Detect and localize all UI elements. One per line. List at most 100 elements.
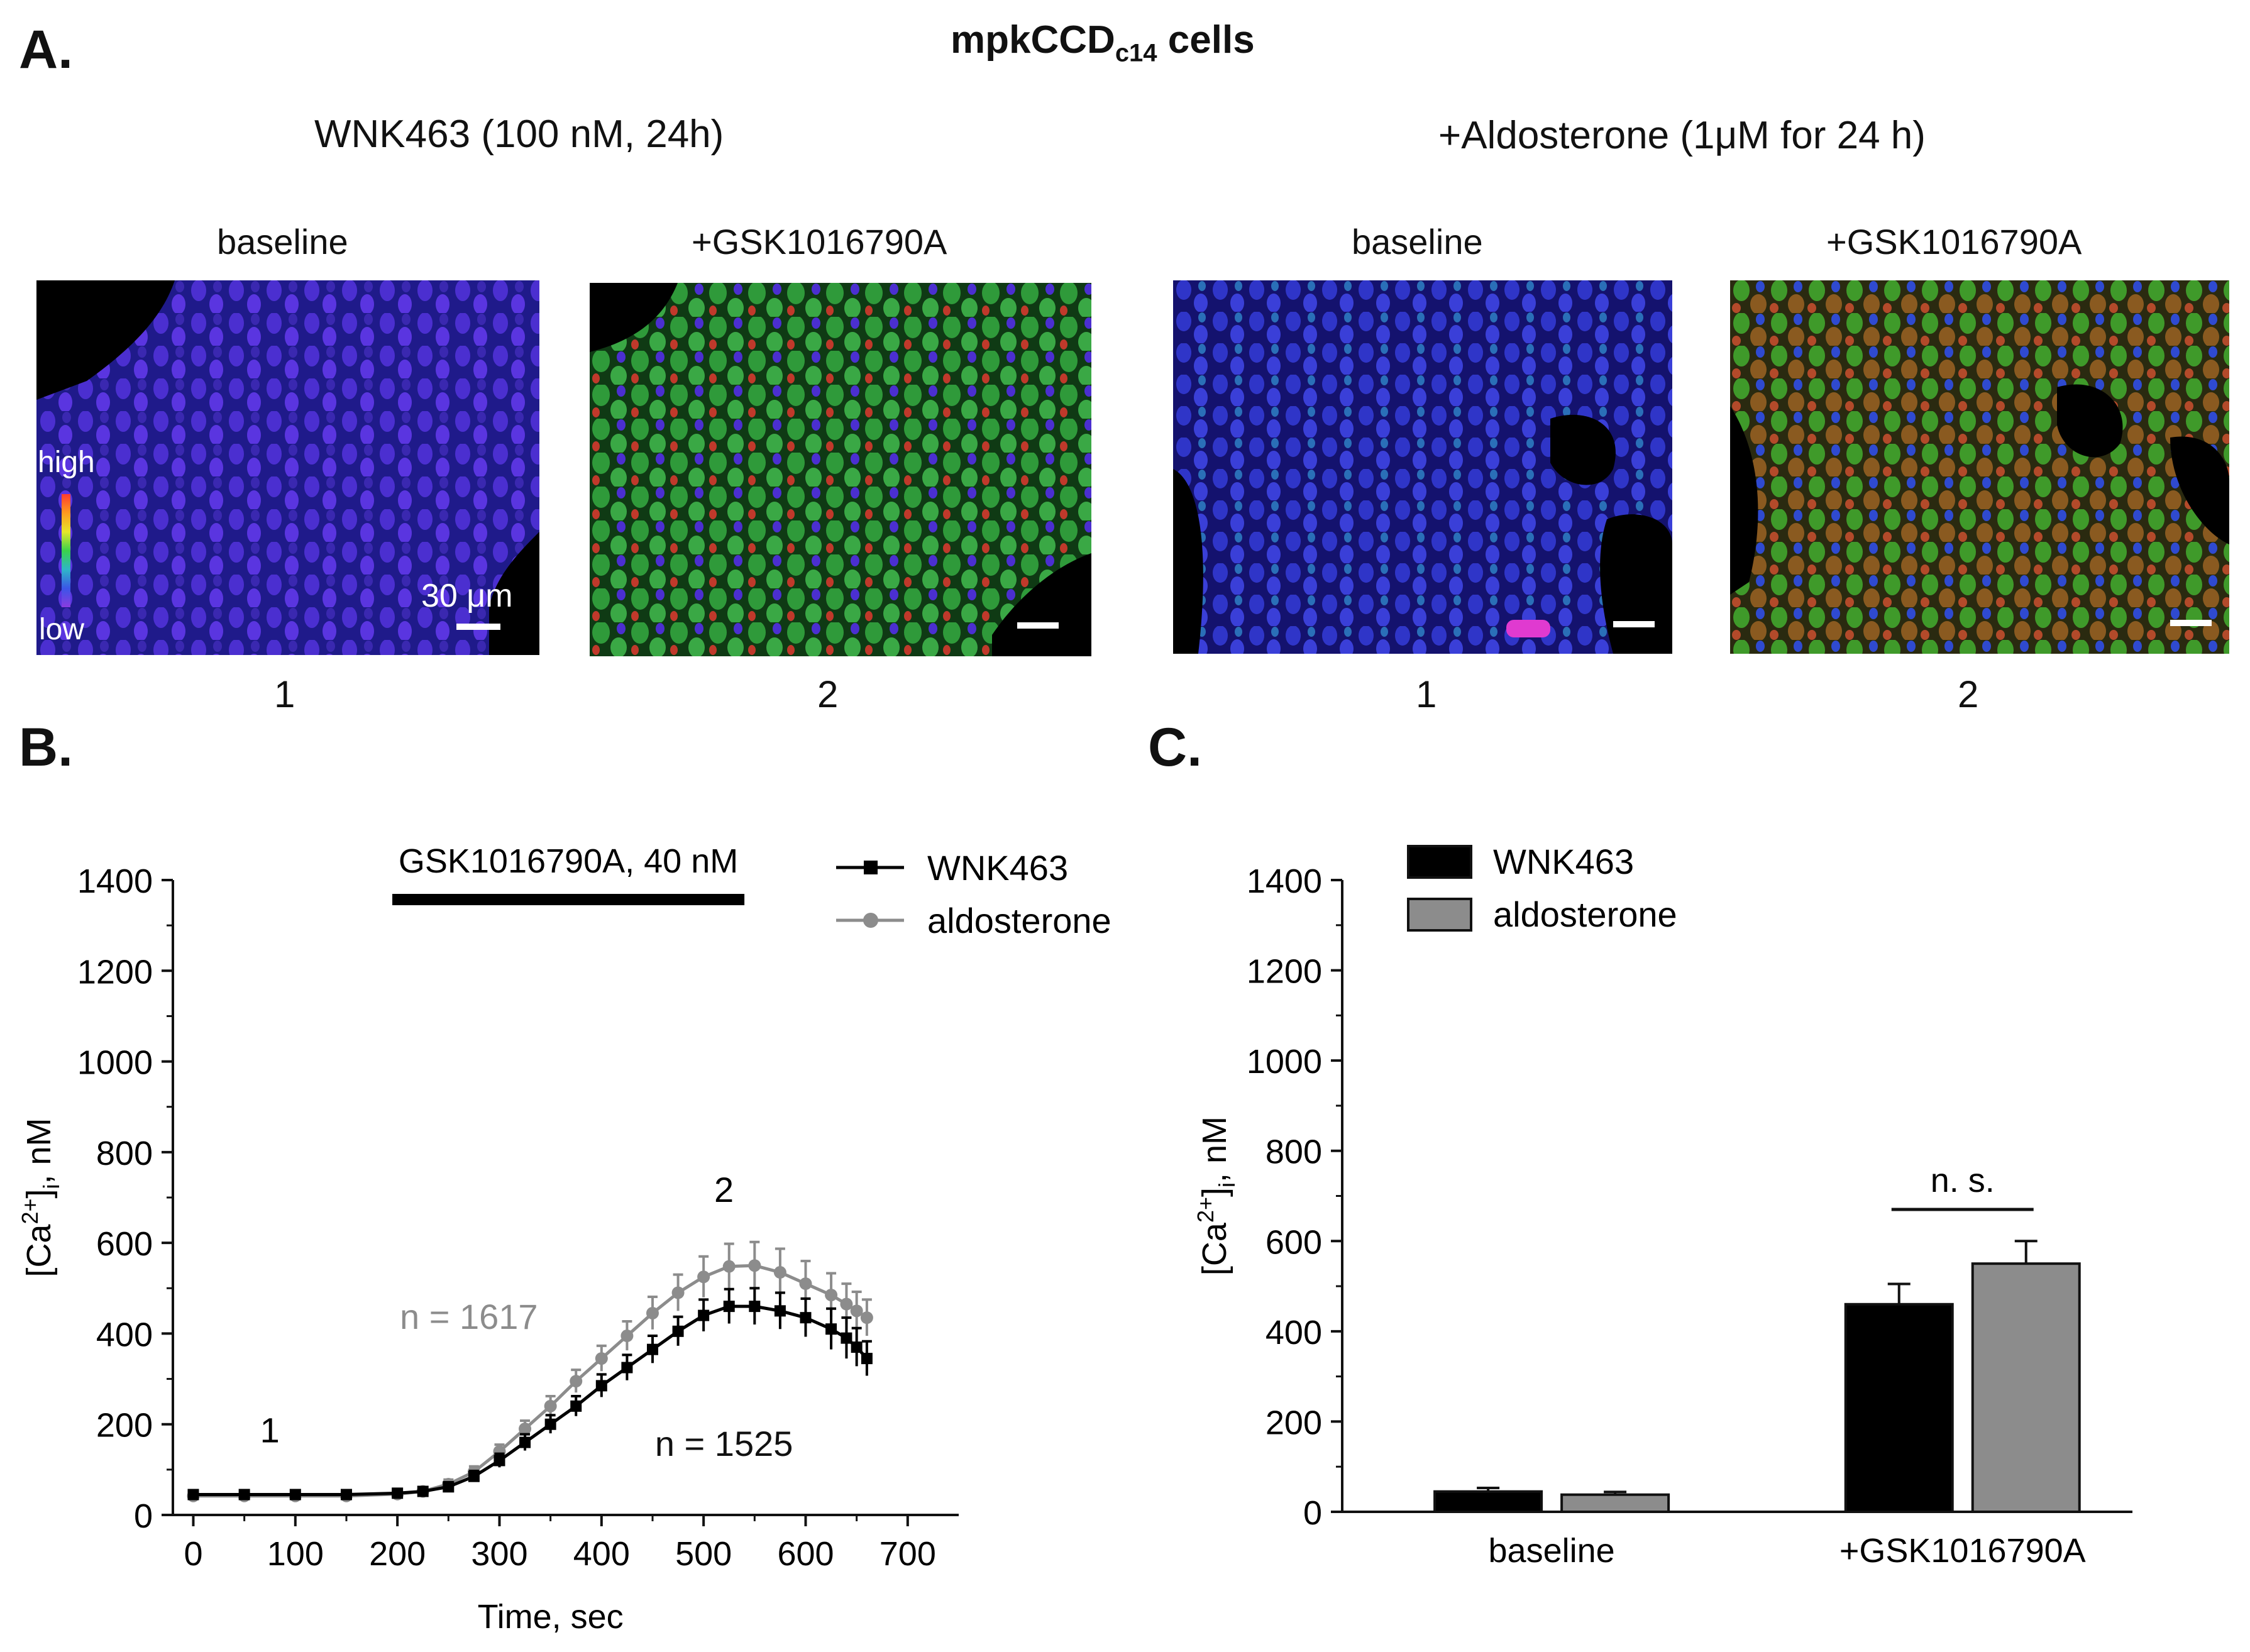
data-point xyxy=(697,1270,710,1284)
title-main: mpkCCD xyxy=(951,18,1115,62)
x-tick-label: 0 xyxy=(184,1535,202,1573)
n-label: n = 1617 xyxy=(400,1297,538,1336)
y-axis-label-part: [Ca xyxy=(20,1224,58,1277)
data-point xyxy=(187,1489,199,1501)
data-point xyxy=(749,1301,761,1313)
y-tick-label: 1400 xyxy=(77,862,153,900)
x-tick-label: 200 xyxy=(369,1535,426,1573)
condition-left-label: WNK463 (100 nM, 24h) xyxy=(314,113,724,156)
y-axis-label-part: ] xyxy=(1196,1187,1233,1197)
scale-bar xyxy=(456,624,500,630)
y-tick-label: 200 xyxy=(1266,1404,1322,1441)
data-point xyxy=(289,1489,301,1501)
data-point xyxy=(494,1455,505,1467)
colorbar-low-label: low xyxy=(39,613,85,646)
micrograph-wnk-baseline-image xyxy=(36,280,539,655)
y-tick-label: 0 xyxy=(134,1497,153,1535)
x-tick-label: 400 xyxy=(573,1535,630,1573)
y-axis-label-part: i xyxy=(1214,1182,1240,1187)
image-label-1: baseline xyxy=(217,222,348,262)
data-point xyxy=(773,1266,786,1279)
data-point xyxy=(621,1362,633,1374)
data-point xyxy=(238,1489,250,1501)
data-point xyxy=(825,1289,838,1302)
x-tick-label: 500 xyxy=(675,1535,732,1573)
time-point-annotation: 1 xyxy=(260,1411,280,1450)
legend-marker xyxy=(863,913,878,928)
y-axis-label-part: i xyxy=(38,1184,64,1189)
panel-c-letter: C. xyxy=(1148,717,1202,778)
y-axis-label-part: , nM xyxy=(1196,1116,1233,1182)
data-point xyxy=(443,1481,455,1493)
y-tick-label: 400 xyxy=(96,1316,153,1353)
data-point xyxy=(722,1260,736,1273)
bar xyxy=(1560,1493,1670,1514)
image-number-3: 1 xyxy=(1416,673,1437,715)
scale-bar xyxy=(2170,620,2212,626)
micrograph-aldo-baseline-image xyxy=(1173,280,1672,654)
legend-marker xyxy=(864,861,878,874)
y-axis-label-part: , nM xyxy=(20,1118,58,1184)
data-point xyxy=(800,1312,812,1324)
data-point xyxy=(861,1353,873,1365)
data-point xyxy=(417,1485,429,1497)
image-label-4: +GSK1016790A xyxy=(1826,222,2082,262)
scale-bar xyxy=(1017,622,1059,629)
stimulus-bar xyxy=(392,894,745,905)
time-point-annotation: 2 xyxy=(714,1170,734,1209)
y-axis-label: [Ca2+]i, nM xyxy=(1193,1116,1240,1275)
line-chart-panel-b: 0 200 400 600 800 1000 1200 1400 0 100 200 300 400 50… xyxy=(17,842,1111,1636)
data-point xyxy=(851,1341,863,1353)
y-tick-label: 1200 xyxy=(77,953,153,991)
data-point xyxy=(519,1422,532,1435)
micrograph-aldo-baseline xyxy=(1173,280,1672,654)
x-tick-label: 300 xyxy=(471,1535,527,1573)
data-point xyxy=(468,1470,480,1482)
data-point xyxy=(748,1259,761,1272)
y-axis-label-part: 2+ xyxy=(1193,1197,1218,1223)
category-label: +GSK1016790A xyxy=(1839,1532,2086,1570)
image-number-2: 2 xyxy=(817,673,839,715)
panel-b-letter: B. xyxy=(19,717,73,778)
legend-label: aldosterone xyxy=(927,901,1111,940)
y-tick-label: 600 xyxy=(96,1225,153,1263)
legend-label: WNK463 xyxy=(1493,842,1634,881)
data-point xyxy=(799,1277,812,1291)
image-number-4: 2 xyxy=(1958,673,1979,715)
y-axis-label: [Ca2+]i, nM xyxy=(17,1118,64,1277)
data-point xyxy=(723,1301,735,1313)
y-tick-label: 1200 xyxy=(1247,953,1322,991)
x-tick-label: 600 xyxy=(777,1535,834,1573)
data-point xyxy=(570,1400,582,1412)
y-tick-label: 800 xyxy=(96,1135,153,1172)
data-point xyxy=(620,1330,634,1343)
y-tick-label: 800 xyxy=(1266,1133,1322,1171)
category-label: baseline xyxy=(1489,1532,1615,1570)
title-tail: cells xyxy=(1157,18,1255,62)
x-tick-label: 700 xyxy=(880,1535,936,1573)
legend-label: WNK463 xyxy=(927,848,1068,888)
data-point xyxy=(595,1352,608,1365)
n-label: n = 1525 xyxy=(655,1424,793,1463)
image-label-3: baseline xyxy=(1352,222,1483,262)
micrograph-wnk-gsk xyxy=(590,283,1091,656)
bar-chart-panel-c: 0 200 400 600 800 1000 1200 1400 [Ca2+]i, nM base… xyxy=(1193,842,2132,1570)
title-subscript: c14 xyxy=(1115,39,1157,67)
legend-label: aldosterone xyxy=(1493,895,1677,934)
colorbar-high-label: high xyxy=(38,446,95,479)
panel-a-letter: A. xyxy=(19,19,73,80)
legend-swatch xyxy=(1407,845,1472,879)
data-point xyxy=(825,1323,837,1335)
data-point xyxy=(519,1436,531,1448)
y-axis-label-part: ] xyxy=(20,1189,58,1198)
micrograph-wnk-gsk-image xyxy=(590,283,1091,656)
scale-bar-label: 30 μm xyxy=(421,578,513,614)
data-point xyxy=(392,1487,404,1499)
bar xyxy=(1971,1262,2081,1514)
stimulus-label: GSK1016790A, 40 nM xyxy=(399,842,738,880)
data-point xyxy=(544,1399,557,1412)
data-point xyxy=(671,1286,685,1299)
data-point xyxy=(595,1380,607,1392)
y-axis-label-part: 2+ xyxy=(17,1198,43,1224)
micrograph-wnk-baseline: high low 30 μm xyxy=(36,280,539,655)
